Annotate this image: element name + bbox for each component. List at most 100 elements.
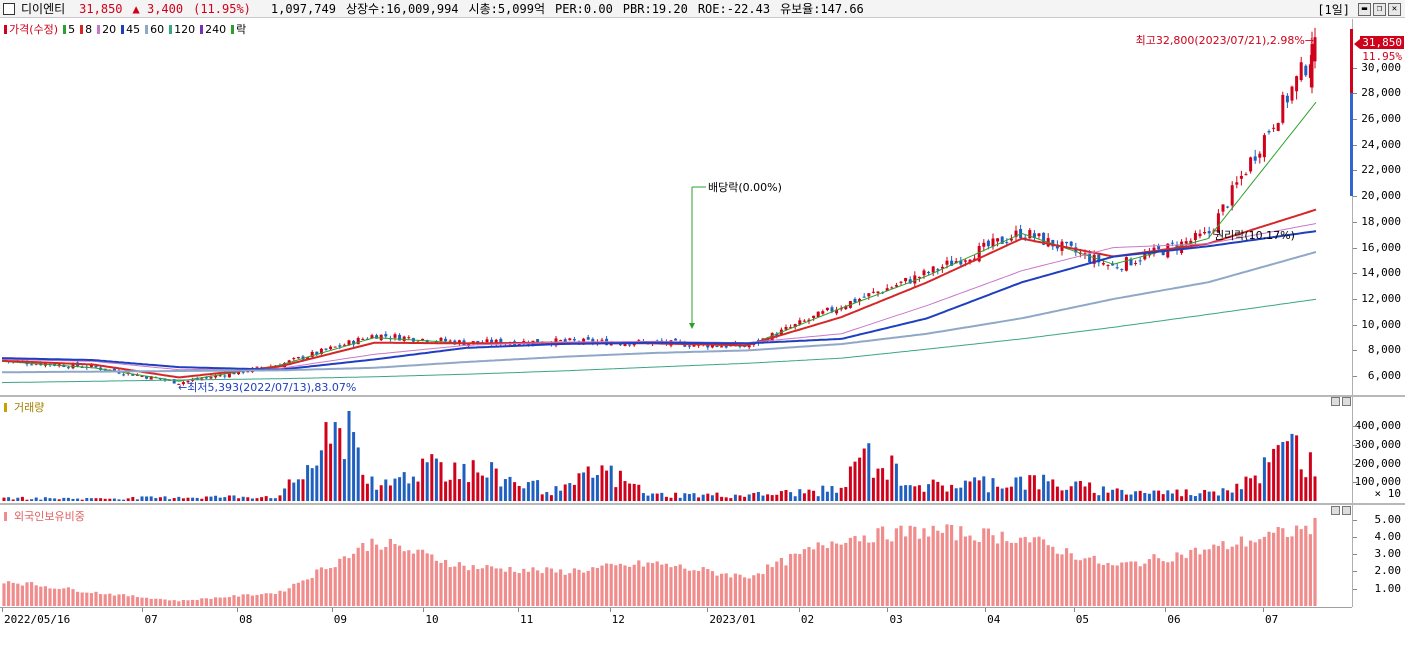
volume-bar bbox=[973, 477, 977, 501]
volume-bar bbox=[1175, 489, 1179, 501]
price-chart[interactable]: 최고32,800(2023/07/21),2.98%→ ←최저5,393(2022… bbox=[0, 19, 1352, 395]
foreign-ownership-chart[interactable] bbox=[0, 505, 1352, 607]
date-tick-label: 03 bbox=[889, 613, 903, 626]
date-tick bbox=[1263, 608, 1265, 612]
volume-bar bbox=[614, 487, 618, 501]
volume-legend[interactable]: 거래량 bbox=[4, 399, 44, 415]
volume-bar bbox=[384, 479, 388, 501]
foreign-ratio-bar bbox=[181, 600, 185, 606]
ma45-legend[interactable]: 45 bbox=[121, 23, 140, 36]
foreign-ratio-bar bbox=[250, 595, 254, 606]
candle-body bbox=[1042, 232, 1046, 245]
candle-body bbox=[913, 275, 917, 284]
ma120-legend[interactable]: 120 bbox=[169, 23, 195, 36]
volume-bar bbox=[637, 484, 641, 501]
volume-bar bbox=[572, 484, 576, 501]
candle-body bbox=[333, 346, 337, 348]
volume-bar bbox=[1198, 493, 1202, 501]
volume-bar bbox=[103, 498, 107, 501]
volume-bar bbox=[858, 457, 862, 501]
candle-body bbox=[94, 366, 98, 368]
volume-bar bbox=[908, 485, 912, 501]
close-icon[interactable]: ✕ bbox=[1388, 3, 1401, 16]
volume-bar bbox=[89, 498, 93, 501]
foreign-ratio-bar bbox=[940, 532, 944, 606]
select-checkbox[interactable] bbox=[3, 2, 15, 15]
volume-bar bbox=[618, 470, 622, 501]
foreign-ratio-bar bbox=[379, 549, 383, 606]
foreign-ratio-bar bbox=[462, 565, 466, 606]
foreign-ratio-bar bbox=[1166, 562, 1170, 606]
foreign-ratio-bar bbox=[39, 586, 43, 606]
candle-body bbox=[940, 266, 944, 269]
foreign-ratio-bar bbox=[66, 587, 70, 606]
foreign-ratio-bar bbox=[1193, 547, 1197, 606]
candle-body bbox=[1226, 206, 1230, 208]
candle-body bbox=[255, 366, 259, 368]
period-selector[interactable]: [1일] bbox=[1317, 3, 1350, 17]
stock-name[interactable]: 디이엔티 bbox=[21, 2, 66, 16]
candle-body bbox=[398, 334, 402, 341]
foreign-ratio-bar bbox=[724, 573, 728, 606]
volume-bar bbox=[724, 497, 728, 501]
panel-close-icon[interactable] bbox=[1342, 506, 1351, 515]
foreign-ratio-bar bbox=[1078, 560, 1082, 606]
volume-bar bbox=[881, 468, 885, 501]
ma240-legend[interactable]: 240 bbox=[200, 23, 226, 36]
foreign-ratio-bar bbox=[1106, 562, 1110, 606]
volume-bar bbox=[1120, 489, 1124, 501]
date-axis: 2022/05/16 07 08 09 10 11 12 2023/01 02 03 04 05 06 0… bbox=[0, 607, 1352, 631]
volume-bar bbox=[628, 483, 632, 501]
volume-bar bbox=[1161, 494, 1165, 501]
candle-body bbox=[1014, 230, 1018, 238]
volume-bar bbox=[756, 491, 760, 501]
volume-bar bbox=[457, 479, 461, 501]
volume-bar bbox=[867, 443, 871, 501]
volume-bar bbox=[273, 498, 277, 501]
volume-bar bbox=[329, 443, 333, 501]
price-legend-item[interactable]: 가격(수정) bbox=[4, 21, 58, 37]
volume-bar bbox=[683, 493, 687, 501]
volume-bar bbox=[554, 486, 558, 501]
volume-bar bbox=[991, 478, 995, 501]
ma5-legend[interactable]: 5 bbox=[63, 23, 75, 36]
ma8-legend[interactable]: 8 bbox=[80, 23, 92, 36]
volume-bar bbox=[425, 462, 429, 501]
panel-minimize-icon[interactable] bbox=[1331, 397, 1340, 406]
volume-bar bbox=[66, 497, 70, 501]
ma60-legend[interactable]: 60 bbox=[145, 23, 164, 36]
candle-body bbox=[71, 363, 75, 369]
candle-body bbox=[968, 259, 972, 263]
volume-chart[interactable] bbox=[0, 397, 1352, 503]
volume-bar bbox=[1152, 490, 1156, 501]
panel-divider[interactable] bbox=[0, 395, 1405, 397]
candle-body bbox=[315, 351, 319, 355]
minimize-icon[interactable]: ▬ bbox=[1358, 3, 1371, 16]
panel-close-icon[interactable] bbox=[1342, 397, 1351, 406]
ex-rights-legend[interactable]: 락 bbox=[231, 21, 246, 37]
volume-bar bbox=[632, 483, 636, 501]
ma20-legend[interactable]: 20 bbox=[97, 23, 116, 36]
candle-body bbox=[1065, 241, 1069, 244]
foreign-ratio-bar bbox=[53, 588, 57, 606]
foreign-ratio-bar bbox=[393, 544, 397, 606]
panel-divider[interactable] bbox=[0, 503, 1405, 505]
volume-bar bbox=[1253, 475, 1257, 501]
candle-body bbox=[1157, 246, 1161, 250]
foreign-ratio-bar bbox=[315, 569, 319, 606]
restore-icon[interactable]: ❐ bbox=[1373, 3, 1386, 16]
candle-body bbox=[135, 374, 139, 376]
candle-body bbox=[591, 338, 595, 343]
foreign-legend[interactable]: 외국인보유비중 bbox=[4, 508, 85, 524]
volume-bar bbox=[545, 492, 549, 501]
foreign-ratio-bar bbox=[296, 582, 300, 606]
volume-panel-controls bbox=[1331, 397, 1351, 406]
volume-bar bbox=[853, 461, 857, 501]
price-change-pct: (11.95%) bbox=[193, 1, 251, 16]
foreign-ratio-bar bbox=[637, 560, 641, 606]
volume-bar bbox=[646, 495, 650, 501]
foreign-ratio-bar bbox=[540, 573, 544, 606]
foreign-ratio-bar bbox=[848, 537, 852, 606]
foreign-ratio-bar bbox=[457, 562, 461, 606]
panel-minimize-icon[interactable] bbox=[1331, 506, 1340, 515]
